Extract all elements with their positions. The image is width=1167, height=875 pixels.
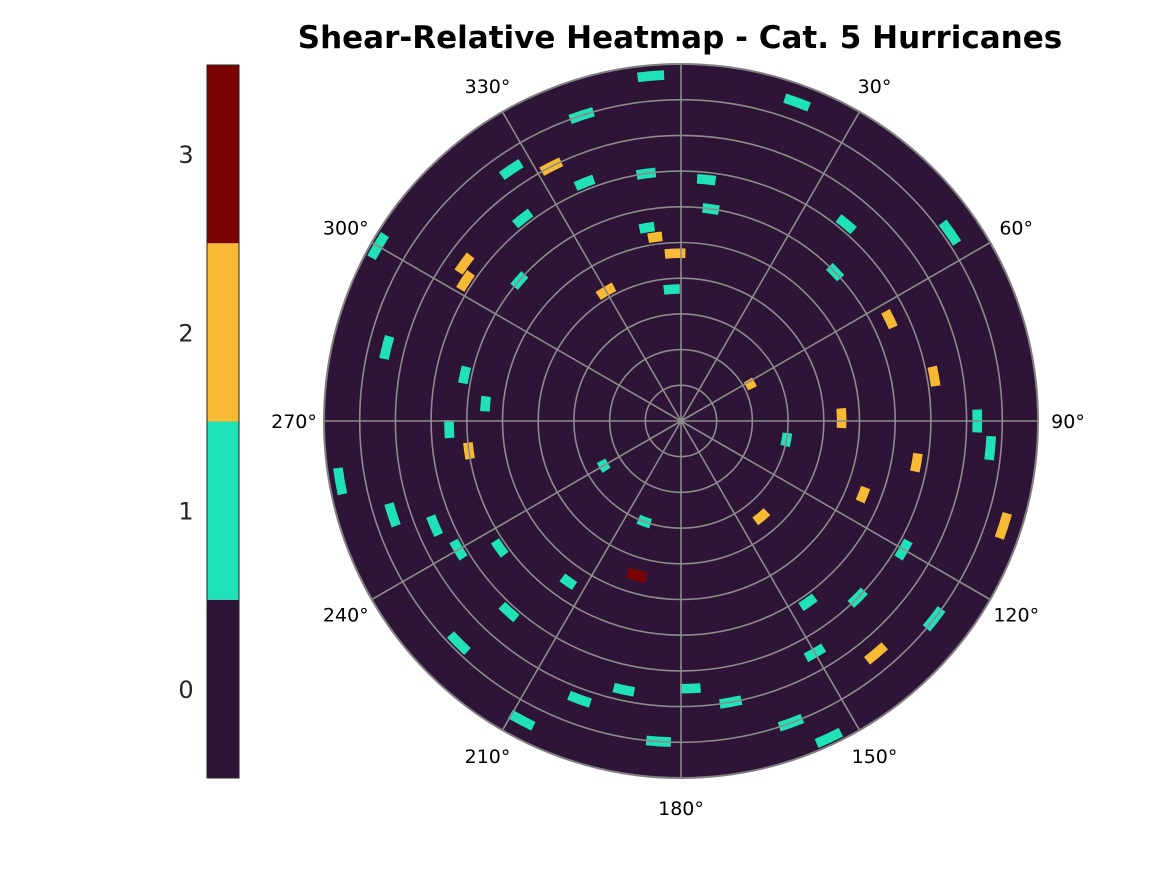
- angular-gridline: [371, 241, 682, 422]
- colorbar-tick-label: 1: [178, 498, 193, 526]
- angle-tick-label: 300°: [323, 218, 369, 240]
- angle-tick-label: 90°: [1051, 411, 1085, 433]
- heatmap-cell: [625, 567, 648, 584]
- heatmap-cell: [835, 214, 857, 235]
- heatmap-cell: [458, 365, 472, 385]
- heatmap-cell: [444, 420, 455, 439]
- angle-tick-label: 150°: [852, 746, 898, 768]
- heatmap-cell: [498, 159, 524, 181]
- heatmap-cell: [636, 70, 665, 83]
- angular-gridline: [501, 420, 682, 731]
- angle-tick-label: 240°: [323, 605, 369, 627]
- angle-tick-label: 180°: [658, 798, 704, 820]
- heatmap-cell: [379, 334, 395, 360]
- colorbar-tick-label: 2: [178, 319, 193, 347]
- heatmap-cell: [638, 221, 656, 234]
- heatmap-cell: [647, 231, 663, 244]
- polar-grid: [324, 64, 1038, 778]
- heatmap-cell: [384, 502, 401, 528]
- colorbar-tick-label: 0: [178, 676, 193, 704]
- heatmap-cell: [446, 631, 471, 656]
- chart-title: Shear-Relative Heatmap - Cat. 5 Hurrican…: [298, 20, 1062, 56]
- heatmap-cell: [696, 173, 717, 186]
- angular-gridline: [501, 111, 682, 422]
- heatmap-cell: [910, 452, 923, 473]
- heatmap-cell: [498, 601, 520, 623]
- heatmap-cell: [480, 395, 491, 412]
- heatmap-cell: [927, 365, 941, 387]
- angular-gridline: [680, 241, 991, 422]
- heatmap-cell: [454, 252, 475, 275]
- heatmap-cell: [333, 467, 348, 496]
- colorbar-swatch-1: [207, 421, 239, 600]
- angular-gridline: [680, 420, 861, 731]
- angle-tick-label: 120°: [993, 605, 1039, 627]
- angle-tick-labels: 30° 60° 90° 120° 150° 180° 210° 240° 270° 300° 330…: [271, 76, 1085, 820]
- heatmap-cell: [490, 538, 509, 558]
- heatmap-cell: [507, 709, 536, 731]
- heatmap-cell: [612, 682, 636, 697]
- angular-gridline: [680, 420, 991, 601]
- heatmap-cell: [855, 485, 871, 504]
- heatmap-cell: [567, 690, 592, 708]
- heatmap-cell: [511, 208, 534, 229]
- polar-frame: [323, 63, 1039, 779]
- colorbar-swatch-3: [207, 65, 239, 244]
- angle-tick-label: 30°: [858, 76, 892, 98]
- heatmap-cell: [559, 573, 578, 591]
- angular-gridline: [371, 420, 682, 601]
- heatmap-cell: [426, 514, 444, 538]
- heatmap-cell: [663, 284, 680, 295]
- heatmap-cell: [680, 683, 701, 694]
- heatmap-cell: [881, 309, 898, 330]
- heatmap-cell: [743, 377, 757, 391]
- angle-tick-label: 330°: [465, 76, 511, 98]
- heatmap-cell: [752, 508, 771, 526]
- colorbar-frame: [206, 64, 240, 779]
- heatmap-cell: [938, 219, 962, 246]
- angle-tick-label: 60°: [999, 218, 1033, 240]
- polar-axes: 30° 60° 90° 120° 150° 180° 210° 240° 270° 300° 330…: [271, 63, 1085, 820]
- heatmap-cell: [456, 270, 475, 292]
- heatmap-cell: [984, 435, 997, 461]
- colorbar-tick-label: 3: [178, 141, 193, 169]
- angle-tick-label: 210°: [465, 746, 511, 768]
- colorbar-swatch-2: [207, 243, 239, 422]
- heatmap-cell: [573, 174, 596, 191]
- heatmap-cell: [814, 727, 844, 748]
- colorbar: 0 1 2 3: [178, 64, 240, 779]
- heatmap-cell: [783, 93, 811, 112]
- heatmap-cell: [798, 593, 818, 612]
- colorbar-swatch-0: [207, 599, 239, 778]
- heatmap-cell: [664, 248, 686, 259]
- angular-gridline: [680, 111, 861, 422]
- heatmap-cell: [864, 642, 889, 665]
- angle-tick-label: 270°: [271, 411, 317, 433]
- heatmap-cell: [994, 511, 1012, 540]
